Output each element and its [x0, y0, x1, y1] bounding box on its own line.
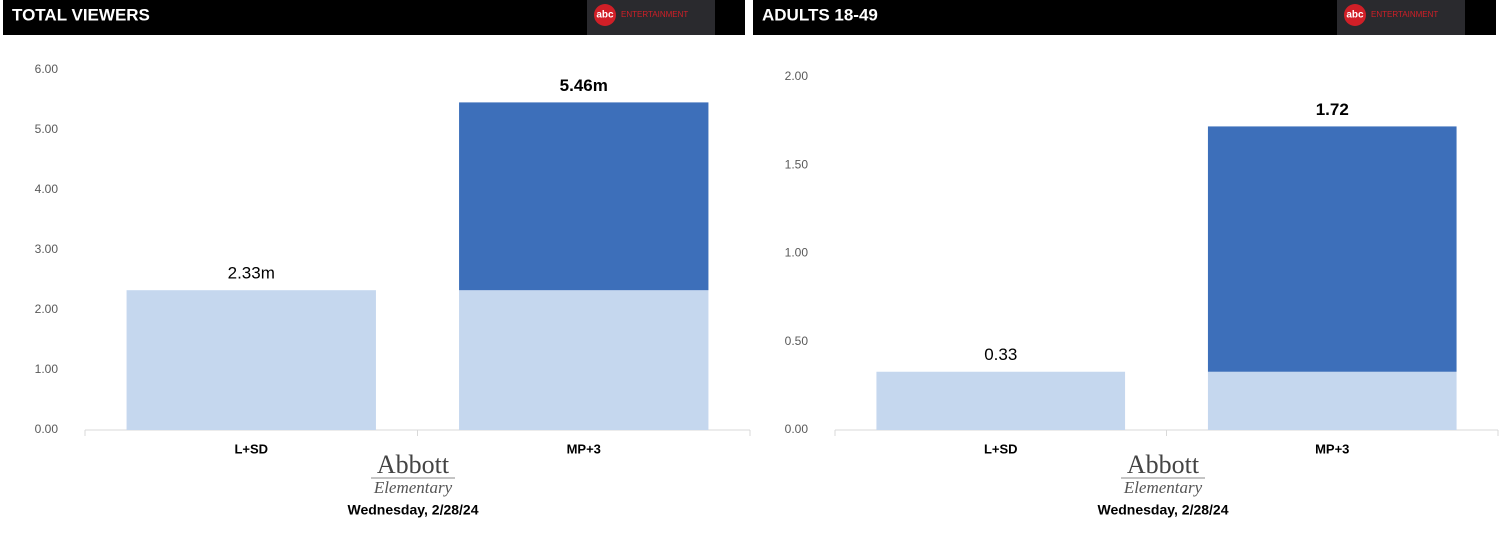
y-tick-label: 0.50 [785, 334, 809, 348]
y-tick-label: 1.50 [785, 157, 809, 171]
show-logo: Abbott [377, 450, 450, 479]
y-tick-label: 1.00 [35, 362, 59, 376]
y-tick-label: 0.00 [785, 422, 809, 436]
show-logo-sub: Elementary [1123, 478, 1203, 497]
show-logo: Abbott [1127, 450, 1200, 479]
bar-segment [876, 371, 1126, 430]
bar-segment [459, 102, 709, 291]
y-tick-label: 2.00 [785, 69, 809, 83]
chart-title: TOTAL VIEWERS [12, 5, 150, 24]
y-tick-label: 6.00 [35, 62, 59, 76]
x-tick-label: MP+3 [567, 441, 601, 456]
bar-segment [1207, 371, 1457, 430]
data-label: 5.46m [560, 76, 608, 95]
x-tick-label: L+SD [984, 441, 1018, 456]
logo-circle [1344, 4, 1366, 26]
logo-circle [594, 4, 616, 26]
network-sub: ENTERTAINMENT [621, 10, 688, 19]
y-tick-label: 1.00 [785, 246, 809, 260]
network-logo: abc [596, 10, 614, 21]
date-label: Wednesday, 2/28/24 [1098, 502, 1229, 518]
y-tick-label: 0.00 [35, 422, 59, 436]
bar-segment [126, 290, 376, 430]
chart-title: ADULTS 18-49 [762, 5, 878, 24]
y-tick-label: 3.00 [35, 242, 59, 256]
x-tick-label: L+SD [234, 441, 268, 456]
data-label: 1.72 [1316, 100, 1349, 119]
data-label: 2.33m [228, 264, 275, 283]
show-logo-sub: Elementary [373, 478, 453, 497]
bar-segment [459, 290, 709, 430]
y-tick-label: 5.00 [35, 122, 59, 136]
y-tick-label: 2.00 [35, 302, 59, 316]
data-label: 0.33 [984, 345, 1017, 364]
date-label: Wednesday, 2/28/24 [348, 502, 479, 518]
network-logo: abc [1346, 10, 1364, 21]
x-tick-label: MP+3 [1315, 441, 1349, 456]
y-tick-label: 4.00 [35, 182, 59, 196]
bar-segment [1207, 126, 1457, 372]
network-sub: ENTERTAINMENT [1371, 10, 1438, 19]
